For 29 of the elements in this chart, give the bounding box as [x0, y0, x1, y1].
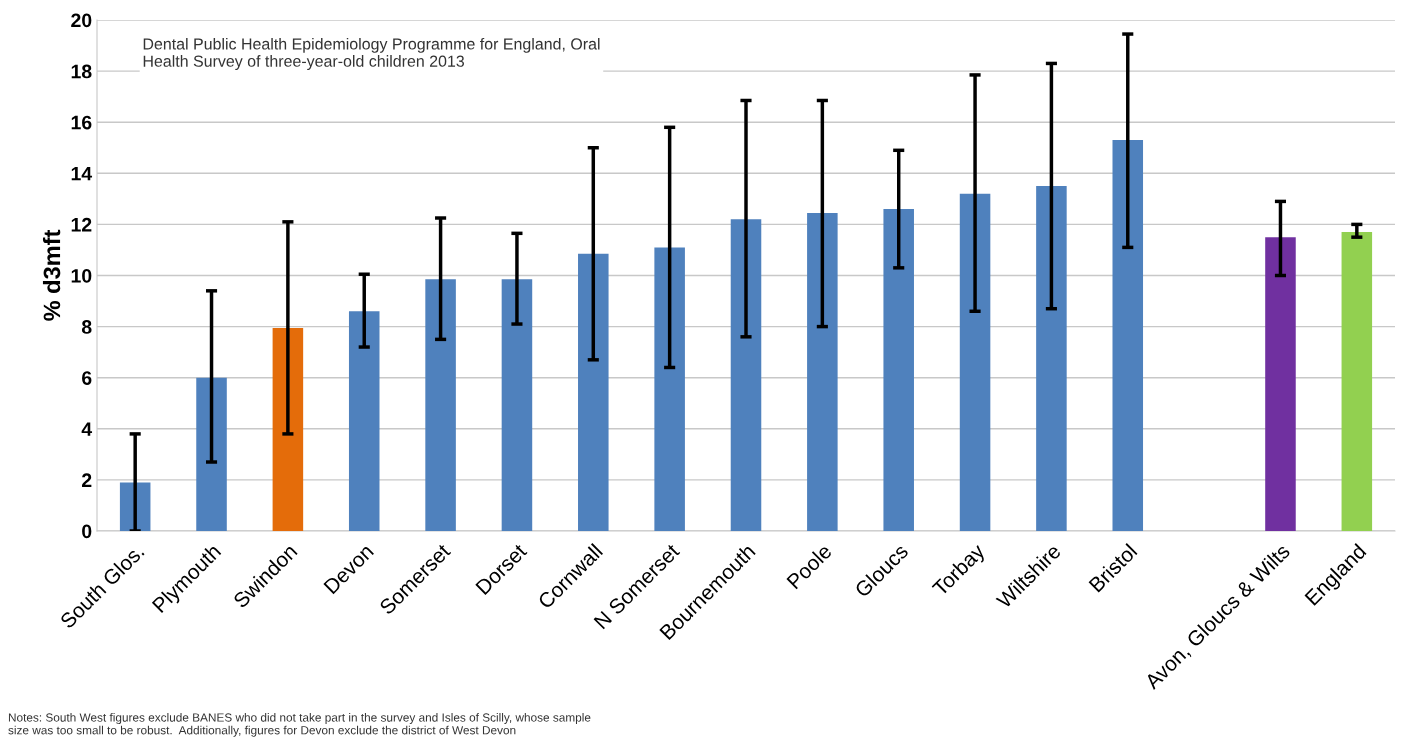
y-tick-label: 6 [82, 371, 92, 385]
y-tick-label: 4 [81, 422, 93, 436]
y-tick-label: 0 [82, 524, 92, 539]
bar [654, 247, 685, 531]
y-tick-label: 18 [71, 64, 92, 79]
bar [501, 279, 533, 531]
bar [1036, 186, 1067, 531]
bar [348, 311, 380, 531]
bar [1112, 140, 1144, 531]
bar [730, 219, 762, 531]
bar [1341, 232, 1373, 531]
y-tick-label: 20 [71, 13, 92, 28]
bar [578, 253, 609, 531]
y-axis-title: % d3mft [42, 229, 61, 321]
y-tick-label: 16 [71, 115, 92, 130]
y-tick-label: 14 [71, 166, 93, 181]
y-tick-label: 8 [81, 320, 92, 334]
bar [425, 279, 456, 531]
bar [196, 377, 227, 531]
bar [272, 327, 304, 531]
bar [807, 212, 838, 531]
y-tick-label: 12 [71, 217, 92, 232]
y-tick-label: 2 [82, 473, 92, 487]
bar [883, 209, 914, 531]
bar [959, 193, 991, 531]
text: Dental Public Health Epidemiology Programme for England, Oral Health Survey of three-year-old children 2013 [143, 37, 600, 70]
bar [1265, 237, 1296, 531]
y-tick-label: 10 [71, 268, 92, 283]
text: Notes: South West figures exclude BANES who did not take part in the survey and Isles of Scilly, whose sample size was too small to be robust. Additionally, figures for Devon exclude the district of West Devon [8, 713, 591, 737]
